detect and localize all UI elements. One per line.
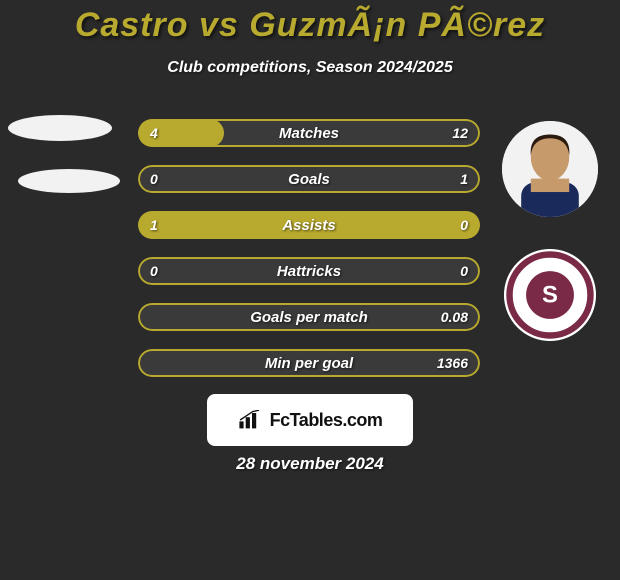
page-title: Castro vs GuzmÃ¡n PÃ©rez [0,0,620,45]
stat-row: 1366Min per goal [138,349,480,377]
stat-row: 0.08Goals per match [138,303,480,331]
stat-label: Assists [138,211,480,239]
svg-text:S: S [542,281,558,308]
stat-row: 10Assists [138,211,480,239]
left-club-placeholder [18,169,120,193]
date-line: 28 november 2024 [0,454,620,474]
stat-label: Hattricks [138,257,480,285]
club-crest-icon: S [504,249,596,341]
stat-row: 01Goals [138,165,480,193]
right-club-crest: S [504,249,596,341]
stat-label: Goals [138,165,480,193]
stat-label: Min per goal [138,349,480,377]
brand-text: FcTables.com [270,410,383,431]
player-avatar-icon [502,121,598,217]
stat-row: 00Hattricks [138,257,480,285]
stat-bars: 412Matches 01Goals 10Assists 00Hattricks 0.0… [138,119,480,395]
stat-label: Matches [138,119,480,147]
page-subtitle: Club competitions, Season 2024/2025 [0,59,620,77]
bars-icon [238,410,266,430]
right-player-avatar [502,121,598,217]
stat-label: Goals per match [138,303,480,331]
left-player-placeholder [8,115,112,141]
stat-row: 412Matches [138,119,480,147]
brand-badge[interactable]: FcTables.com [207,394,413,446]
